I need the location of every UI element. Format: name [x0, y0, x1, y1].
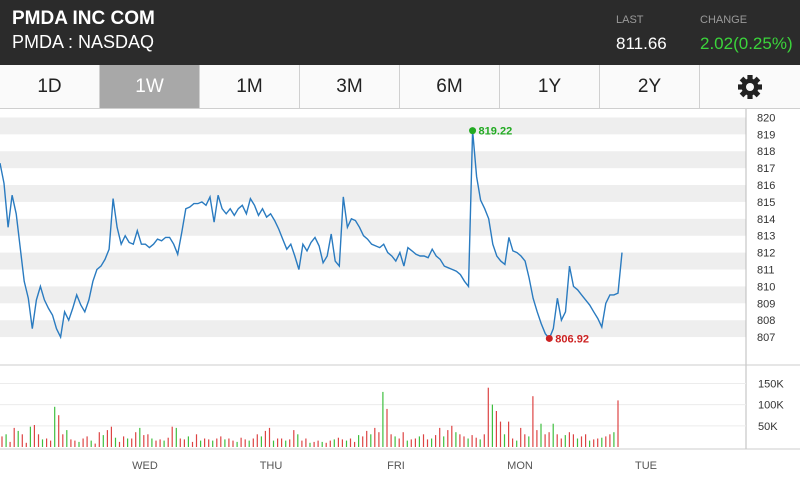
tab-3m[interactable]: 3M [300, 65, 400, 108]
range-tabs: 1D 1W 1M 3M 6M 1Y 2Y [0, 65, 800, 109]
y-tick-label: 816 [757, 180, 775, 192]
x-day-label: FRI [387, 460, 405, 472]
y-tick-label: 809 [757, 298, 775, 310]
volume-tick-label: 150K [758, 378, 784, 390]
grid-band [0, 117, 746, 135]
x-day-label: WED [132, 460, 158, 472]
tab-6m[interactable]: 6M [400, 65, 500, 108]
volume-tick-label: 50K [758, 421, 778, 433]
y-tick-label: 813 [757, 231, 775, 243]
grid-band [0, 252, 746, 270]
y-tick-label: 817 [757, 163, 775, 175]
volume-tick-label: 100K [758, 400, 784, 412]
y-tick-label: 811 [757, 265, 775, 277]
y-tick-label: 810 [757, 281, 775, 293]
grid-band [0, 286, 746, 304]
grid-band [0, 320, 746, 338]
tab-2y[interactable]: 2Y [600, 65, 700, 108]
y-tick-label: 812 [757, 248, 775, 260]
tab-1m[interactable]: 1M [200, 65, 300, 108]
y-tick-label: 814 [757, 214, 775, 226]
grid-band [0, 185, 746, 202]
tab-1w[interactable]: 1W [100, 65, 200, 108]
change-value: 2.02(0.25%) [700, 34, 793, 53]
y-tick-label: 819 [757, 129, 775, 141]
tab-1y[interactable]: 1Y [500, 65, 600, 108]
x-day-label: MON [507, 460, 533, 472]
last-label: LAST [616, 14, 644, 26]
grid-band [0, 218, 746, 236]
price-line [0, 130, 623, 340]
quote-header: PMDA INC COM PMDA : NASDAQ LAST 811.66 C… [0, 0, 800, 65]
high-label: 819.22 [479, 126, 513, 138]
gear-icon [738, 75, 762, 99]
settings-button[interactable] [700, 65, 800, 108]
y-tick-label: 820 [757, 112, 775, 124]
tab-1d[interactable]: 1D [0, 65, 100, 108]
high-marker [469, 127, 477, 135]
grid-band [0, 151, 746, 169]
y-tick-label: 808 [757, 315, 775, 327]
y-tick-label: 815 [757, 197, 775, 209]
low-marker [545, 334, 553, 342]
ticker-exchange: PMDA : NASDAQ [12, 32, 155, 52]
last-value: 811.66 [616, 34, 667, 53]
company-name: PMDA INC COM [12, 8, 155, 29]
low-label: 806.92 [555, 333, 589, 345]
x-day-label: TUE [635, 460, 657, 472]
y-tick-label: 818 [757, 146, 775, 158]
price-volume-chart: 820 819 818 817 816 815 814 813 812 811 810 809 808 8… [0, 109, 800, 472]
change-label: CHANGE [700, 14, 748, 26]
y-tick-label: 807 [757, 332, 775, 344]
x-day-label: THU [260, 460, 283, 472]
